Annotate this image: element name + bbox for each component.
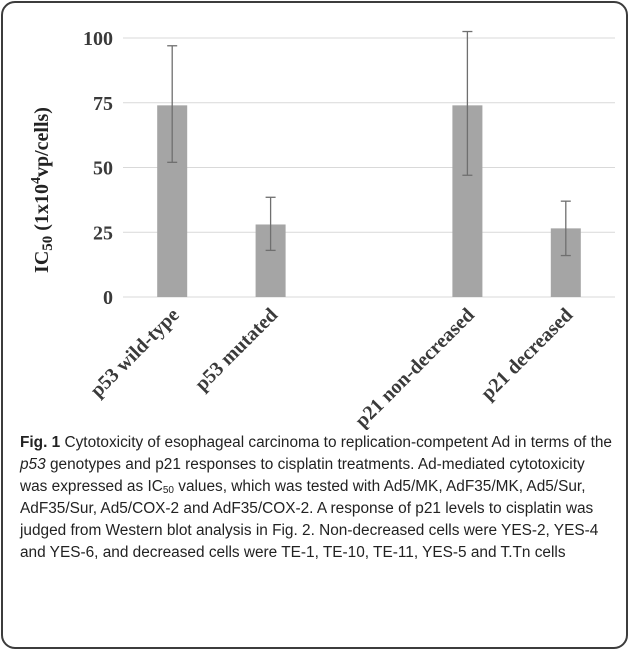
figure-label: Fig. 1 [20,434,61,451]
caption-text: Cytotoxicity of esophageal carcinoma to … [20,434,612,561]
figure-caption: Fig. 1 Cytotoxicity of esophageal carcin… [20,432,616,564]
y-axis-label-main: IC [31,251,53,273]
bars [157,105,581,297]
caption-segment: Cytotoxicity of esophageal carcinoma to … [60,434,612,451]
y-tick-label: 100 [83,28,113,50]
bar-chart: 0 25 50 75 100 p53 wild-type p53 mutated p21 n… [29,28,615,430]
grid-lines [123,37,615,298]
y-tick-labels: 0 25 50 75 100 [83,28,113,309]
y-tick-label: 75 [93,93,113,115]
error-bars [167,30,571,257]
y-axis-label-sub: 50 [40,236,56,251]
y-tick-label: 0 [103,287,113,309]
caption-segment: values, which was tested with Ad5/MK, Ad… [20,478,599,561]
x-category-label: p53 mutated [191,304,282,395]
y-axis-label: IC50 (1x104vp/cells) [29,107,56,273]
y-axis-label-unit: (1x10 [31,184,53,236]
error-bar [560,200,571,257]
caption-subscript: 50 [162,485,174,496]
y-tick-label: 25 [93,222,113,244]
x-category-label: p53 wild-type [86,304,184,402]
error-bar [462,30,473,176]
y-axis-label-sup: 4 [29,177,44,184]
y-axis-label-unit-close: vp/cells) [31,107,53,177]
error-bar [167,45,178,163]
x-category-label: p21 decreased [477,304,578,405]
error-bar [265,196,276,252]
caption-segment: genotypes and p21 responses to cisplatin… [20,456,585,495]
x-category-label: p21 non-decreased [351,304,479,430]
caption-italic: p53 [20,456,46,473]
x-category-labels: p53 wild-type p53 mutated p21 non-decrease… [86,304,577,430]
y-tick-label: 50 [93,158,113,180]
